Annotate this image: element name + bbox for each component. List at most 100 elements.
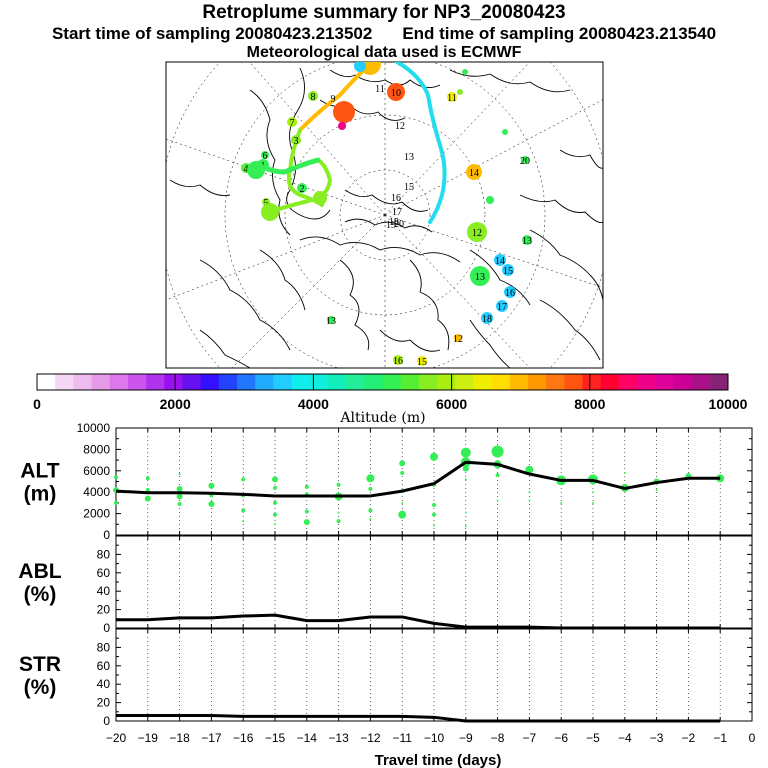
alt-mean-line (115, 460, 721, 498)
alt-scatter-point (432, 503, 436, 508)
x-tick-label: −9 (459, 731, 473, 745)
colorbar-tick-label: 10000 (709, 396, 748, 412)
colorbar-cell (582, 374, 602, 390)
trajectory-marker-dot (387, 83, 405, 101)
alt-scatter-point (560, 501, 563, 504)
alt-scatter-point (491, 445, 504, 458)
trajectory-marker-label: 4 (244, 164, 249, 175)
trajectory-marker-dot (481, 312, 493, 324)
trajectory-marker-dot (496, 300, 508, 312)
x-tick-label: 0 (749, 731, 756, 745)
y-tick-label: 20 (97, 603, 111, 617)
trajectory-marker-dot (261, 151, 269, 159)
colorbar-cell (655, 374, 674, 390)
colorbar-cell (327, 374, 347, 390)
colorbar-cell (491, 374, 511, 390)
trajectory-marker-dot (297, 183, 307, 193)
trajectory-dot (457, 89, 463, 95)
trajectory-marker-dot (522, 235, 532, 245)
trajectory-marker-label: 13 (404, 152, 414, 163)
colorbar-cell (200, 374, 220, 390)
colorbar-cell (127, 374, 147, 390)
panel-alt: 0 2000 4000 6000 8000 10000 ALT(m) (20, 421, 753, 542)
alt-scatter-point (400, 470, 405, 475)
colorbar-cell (291, 374, 311, 390)
alt-scatter-point (303, 519, 310, 526)
time-series-panels: 0200040006000800010000ALT(m)020406080ABL… (18, 421, 755, 745)
colorbar-cell (600, 374, 620, 390)
trajectory-markers: 1234567891011121314151617181920121314151… (241, 62, 532, 368)
alt-scatter-point (176, 485, 183, 492)
trajectory-marker-label: 10 (391, 88, 401, 99)
alt-scatter-point (145, 488, 150, 493)
trajectory-dot (333, 101, 355, 123)
colorbar-cell (146, 374, 165, 390)
alt-scatter-point (464, 525, 467, 528)
x-tick-label: −14 (297, 731, 318, 745)
alt-scatter-point (272, 476, 278, 483)
x-tick-label: −10 (424, 731, 445, 745)
x-tick-label: −12 (360, 731, 381, 745)
x-axis-label: Travel time (days) (375, 752, 502, 768)
alt-scatter-point (464, 511, 467, 514)
colorbar-cell (255, 374, 274, 390)
alt-scatter-point (592, 501, 594, 504)
colorbar-tick-label: 6000 (436, 396, 467, 412)
trajectory-marker-label: 12 (395, 121, 405, 132)
trajectory-marker-dot (467, 222, 487, 242)
colorbar-cell (237, 374, 256, 390)
x-tick-label: −11 (392, 731, 412, 745)
alt-scatter-point (114, 500, 118, 505)
trajectory-marker-label: 11 (375, 84, 385, 95)
y-tick-label: 4000 (83, 485, 110, 499)
trajectory-marker-label: 18 (482, 314, 492, 325)
alt-scatter-point (430, 452, 438, 461)
trajectory-marker-dot (327, 316, 335, 324)
alt-scatter-point (623, 471, 626, 474)
trajectory-marker-dot (417, 356, 427, 366)
trajectory-marker-label: 16 (505, 288, 515, 299)
colorbar-cell (473, 374, 493, 390)
colorbar-frame (36, 373, 729, 391)
trajectory-dot (486, 196, 494, 204)
trajectory-marker-label: 20 (520, 156, 530, 167)
alt-scatter-point (208, 500, 215, 507)
trajectory-marker-label: 12 (472, 228, 482, 239)
trajectory-marker-label: 11 (447, 93, 457, 104)
alt-scatter-point (399, 460, 406, 467)
map-graticule (166, 62, 603, 368)
trajectory-marker-label: 13 (475, 272, 485, 283)
panel-title: STR (19, 653, 61, 676)
trajectory-marker-label: 8 (311, 92, 316, 103)
alt-scatter-point (241, 508, 246, 513)
colorbar-cell (218, 374, 238, 390)
x-tick-label: −17 (201, 731, 222, 745)
trajectory-marker-label: 16 (393, 356, 403, 367)
panel-title: ALT (20, 460, 59, 483)
y-tick-label: 6000 (83, 464, 110, 478)
panel-unit: (m) (24, 483, 57, 506)
colorbar-cell (527, 374, 547, 390)
y-tick-label: 20 (97, 696, 111, 710)
alt-scatter-point (432, 512, 436, 517)
alt-scatter-point (178, 473, 181, 476)
alt-scatter-point (241, 477, 246, 482)
x-tick-label: −13 (328, 731, 349, 745)
trajectory-marker-label: 16 (391, 193, 401, 204)
alt-scatter-point (369, 517, 372, 520)
alt-scatter-point (368, 486, 373, 491)
trajectory-dot (502, 129, 508, 135)
panel-unit: (%) (24, 583, 57, 606)
trajectory-marker-dot (466, 164, 482, 180)
alt-scatter-point (114, 475, 118, 480)
trajectory-marker-dot (393, 355, 403, 365)
alt-scatter-point (433, 524, 435, 527)
panel-unit: (%) (24, 676, 57, 699)
alt-scatter-point (273, 485, 277, 490)
meteo-source: Meteorological data used is ECMWF (246, 44, 522, 61)
trajectory-marker-label: 13 (522, 236, 532, 247)
y-tick-label: 40 (97, 677, 111, 691)
trajectory-marker-label: 5 (264, 198, 269, 209)
colorbar-cell (709, 374, 729, 390)
